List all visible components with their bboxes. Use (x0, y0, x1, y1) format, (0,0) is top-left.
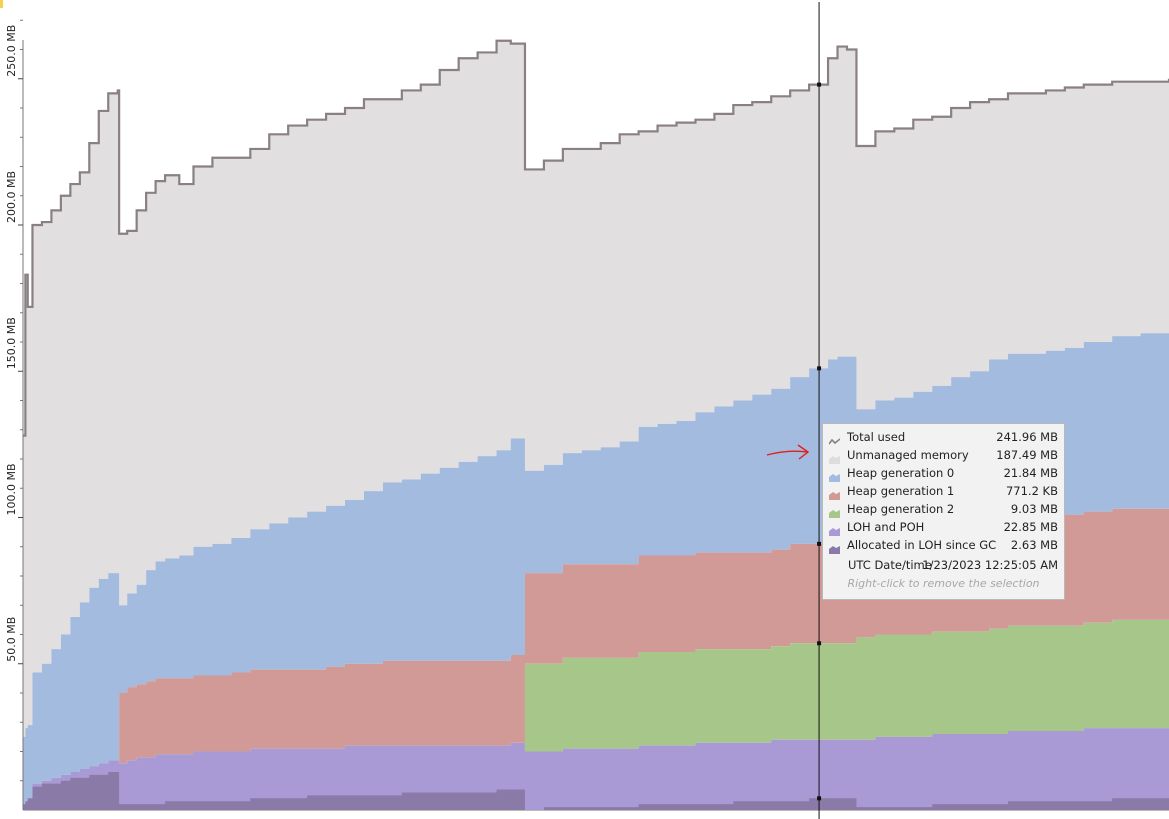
area-swatch-icon (829, 541, 840, 554)
loh-allocated-area (23, 771, 1169, 810)
total-used-line (23, 39, 1169, 437)
tooltip-row-label: Allocated in LOH since GC (847, 538, 997, 552)
tooltip-rows: Total used 241.96 MB Unmanaged memory 187.4… (827, 428, 1060, 554)
y-tick-label: 150.0 MB (5, 317, 18, 369)
area-glyph (829, 546, 840, 554)
tooltip-row-value: 9.03 MB (1010, 502, 1058, 516)
area-swatch-icon (829, 451, 840, 464)
selection-marker (817, 796, 822, 801)
line-glyph (828, 438, 841, 445)
y-axis: 50.0 MB 100.0 MB 150.0 MB 200.0 MB 250.0 MB (5, 19, 1169, 811)
tooltip-row-value: 2.63 MB (1010, 538, 1058, 552)
values-tooltip: Total used 241.96 MB Unmanaged memory 187.4… (822, 423, 1065, 600)
tooltip-row-label: Unmanaged memory (847, 448, 969, 462)
tooltip-row-value: 771.2 KB (1005, 484, 1058, 498)
tooltip-date-row: UTC Date/time 1/23/2023 12:25:05 AM (827, 555, 1060, 575)
tooltip-row-value: 187.49 MB (996, 448, 1058, 462)
tooltip-row: Unmanaged memory 187.49 MB (827, 446, 1060, 464)
corner-marker (0, 0, 3, 8)
line-swatch-icon (828, 433, 841, 445)
tooltip-row: Heap generation 1 771.2 KB (827, 482, 1060, 500)
area-glyph (829, 510, 840, 518)
area-swatch-icon (829, 469, 840, 482)
tooltip-row-value: 22.85 MB (1003, 520, 1058, 534)
y-tick-label: 50.0 MB (5, 617, 18, 662)
tooltip-row-label: Heap generation 2 (847, 502, 955, 516)
area-glyph (829, 474, 840, 482)
heap-gen2-area (23, 619, 1169, 805)
tooltip-row-label: Total used (847, 430, 906, 444)
tooltip-row-label: Heap generation 1 (847, 484, 955, 498)
tooltip-row-label: LOH and POH (847, 520, 925, 534)
y-tick-label: 100.0 MB (5, 463, 18, 515)
area-glyph (829, 492, 840, 500)
tooltip-row: LOH and POH 22.85 MB (827, 518, 1060, 536)
arrow-head (797, 444, 810, 460)
unmanaged-memory-area (23, 40, 1169, 737)
area-glyph (829, 528, 840, 536)
tooltip-row-label: Heap generation 0 (847, 466, 955, 480)
selection-marker (817, 82, 822, 87)
area-swatch-icon (829, 487, 840, 500)
red-arrow-annotation (766, 444, 810, 460)
area-swatch-icon (829, 505, 840, 518)
area-swatch-icon (829, 523, 840, 536)
tooltip-row-value: 241.96 MB (996, 430, 1058, 444)
arrow-shaft (766, 450, 809, 456)
y-tick-label: 200.0 MB (5, 171, 18, 223)
selection-cursor[interactable] (817, 2, 822, 819)
tooltip-date-label: UTC Date/time (848, 558, 932, 572)
selection-marker (817, 541, 822, 546)
tooltip-row: Heap generation 0 21.84 MB (827, 464, 1060, 482)
tooltip-row: Total used 241.96 MB (827, 428, 1060, 446)
tooltip-row-value: 21.84 MB (1003, 466, 1058, 480)
selection-marker (817, 641, 822, 646)
tooltip-hint: Right-click to remove the selection (847, 577, 1040, 590)
tooltip-date-value: 1/23/2023 12:25:05 AM (922, 558, 1058, 572)
area-glyph (829, 456, 840, 464)
y-tick-label: 250.0 MB (5, 25, 18, 77)
tooltip-row: Allocated in LOH since GC 2.63 MB (827, 536, 1060, 554)
loh-poh-area (23, 728, 1169, 810)
tooltip-row: Heap generation 2 9.03 MB (827, 500, 1060, 518)
selection-marker (817, 366, 822, 371)
